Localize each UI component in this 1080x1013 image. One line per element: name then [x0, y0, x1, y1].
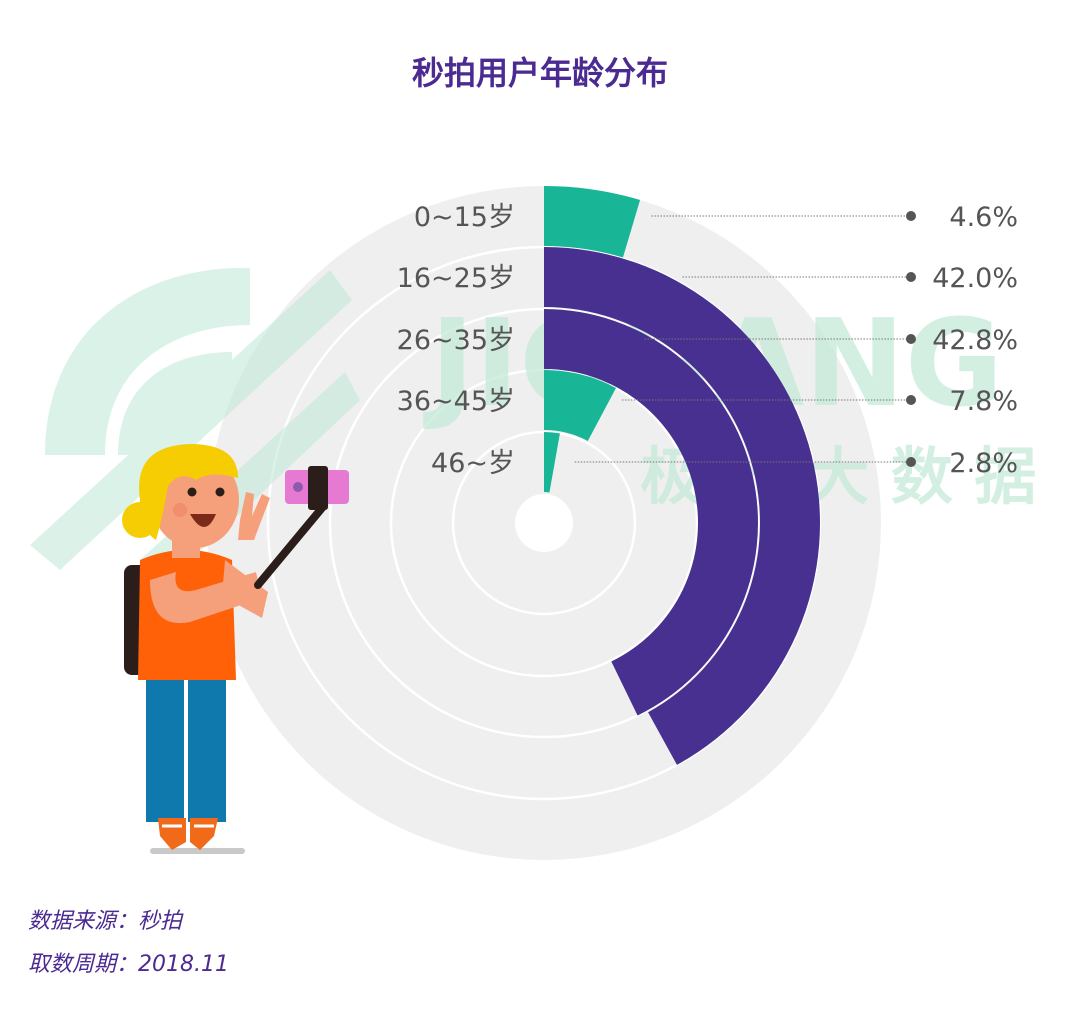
right-arm: [222, 560, 268, 618]
left-eye: [187, 487, 197, 497]
phone-camera-icon: [293, 482, 303, 492]
center-hole: [515, 494, 573, 552]
hair: [139, 444, 238, 540]
category-label: 26~35岁: [397, 325, 515, 356]
data-source-note: 数据来源：秒拍: [28, 909, 183, 934]
right-eye: [215, 487, 225, 497]
labels-layer: 0~15岁 4.6% 16~25岁 42.0% 26~35岁 42.8% 36~45岁 7.8…: [397, 202, 1018, 479]
selfie-person-illustration: [122, 444, 349, 854]
category-label: 46~岁: [431, 448, 515, 479]
bar-46~岁: [544, 432, 560, 493]
bar-26~35岁: [544, 309, 758, 716]
leader-dot: [906, 334, 916, 344]
peace-sign-hand: [238, 492, 270, 540]
leader-dot: [906, 457, 916, 467]
phone-clamp: [308, 466, 328, 510]
right-shoe: [190, 818, 218, 850]
left-shoe: [158, 818, 186, 850]
value-label: 4.6%: [949, 202, 1018, 233]
bar-16~25岁: [544, 247, 820, 765]
value-label: 2.8%: [949, 448, 1018, 479]
leader-dot: [906, 395, 916, 405]
category-label: 0~15岁: [414, 202, 515, 233]
leader-dot: [906, 211, 916, 221]
cheek: [173, 503, 187, 517]
bar-0~15岁: [544, 186, 641, 258]
category-label: 16~25岁: [397, 263, 515, 294]
mouth: [190, 514, 216, 527]
data-period-note: 取数周期：2018.11: [28, 952, 229, 977]
bar-36~45岁: [544, 370, 617, 441]
left-leg: [146, 672, 184, 822]
right-leg: [188, 672, 226, 822]
chart-title: 秒拍用户年龄分布: [411, 54, 668, 92]
value-label: 42.0%: [932, 263, 1018, 294]
leader-dot: [906, 272, 916, 282]
value-label: 7.8%: [949, 386, 1018, 417]
selfie-stick: [254, 504, 326, 589]
value-label: 42.8%: [932, 325, 1018, 356]
ground-shadow: [150, 848, 245, 854]
category-label: 36~45岁: [397, 386, 515, 417]
bars-layer: [544, 186, 820, 765]
